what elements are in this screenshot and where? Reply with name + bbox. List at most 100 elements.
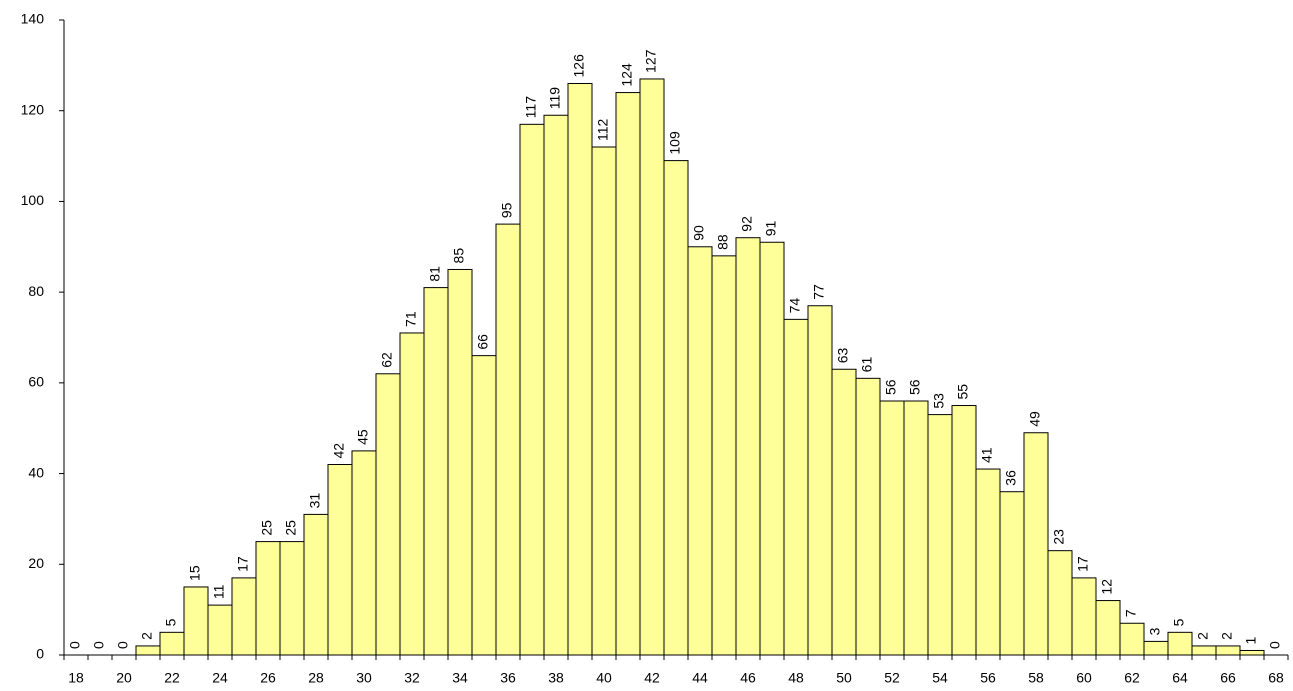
bar [831, 368, 857, 656]
x-tick-label: 64 [1172, 670, 1188, 686]
x-tick-label: 68 [1268, 670, 1284, 686]
value-label: 15 [187, 565, 203, 581]
bar [375, 373, 401, 656]
bar [1095, 600, 1121, 656]
y-tick-label: 80 [28, 283, 44, 299]
x-tick-label: 50 [836, 670, 852, 686]
x-tick-label: 46 [740, 670, 756, 686]
value-label: 36 [1003, 470, 1019, 486]
bar [735, 237, 761, 656]
value-label: 2 [1219, 632, 1235, 640]
bar [399, 332, 425, 656]
value-label: 0 [91, 641, 107, 649]
value-label: 66 [475, 334, 491, 350]
bar [255, 541, 281, 656]
bar [231, 577, 257, 656]
bar [135, 645, 161, 656]
x-tick-label: 56 [980, 670, 996, 686]
bar [855, 377, 881, 656]
value-label: 92 [739, 216, 755, 232]
bar [1239, 649, 1265, 656]
x-tick-label: 58 [1028, 670, 1044, 686]
bar [303, 513, 329, 656]
value-label: 45 [355, 429, 371, 445]
x-tick-label: 22 [164, 670, 180, 686]
value-label: 3 [1147, 627, 1163, 635]
bar [759, 241, 785, 656]
x-tick-label: 32 [404, 670, 420, 686]
bar [903, 400, 929, 656]
x-tick-label: 44 [692, 670, 708, 686]
bar [1143, 640, 1169, 656]
value-label: 41 [979, 447, 995, 463]
value-label: 62 [379, 352, 395, 368]
value-label: 85 [451, 248, 467, 264]
value-label: 17 [235, 556, 251, 572]
bar [1023, 432, 1049, 656]
value-label: 23 [1051, 529, 1067, 545]
value-label: 25 [259, 520, 275, 536]
value-label: 11 [211, 584, 227, 599]
bar [999, 491, 1025, 656]
x-tick-label: 54 [932, 670, 948, 686]
bar [1119, 622, 1145, 656]
x-tick-label: 52 [884, 670, 900, 686]
bar [495, 223, 521, 656]
x-tick-label: 38 [548, 670, 564, 686]
value-label: 2 [1195, 632, 1211, 640]
value-label: 5 [163, 618, 179, 626]
value-label: 5 [1171, 618, 1187, 626]
value-label: 49 [1027, 411, 1043, 427]
value-label: 56 [907, 379, 923, 395]
value-label: 55 [955, 384, 971, 400]
value-label: 31 [307, 493, 323, 509]
bar [1047, 550, 1073, 656]
value-label: 119 [547, 87, 563, 110]
y-tick-label: 100 [21, 192, 45, 208]
x-tick-label: 20 [116, 670, 132, 686]
value-label: 126 [571, 54, 587, 78]
bar [927, 414, 953, 656]
x-tick-label: 26 [260, 670, 276, 686]
value-label: 71 [403, 311, 419, 327]
value-label: 81 [427, 266, 443, 282]
value-label: 127 [643, 49, 659, 73]
value-label: 12 [1099, 579, 1115, 595]
bar [1215, 645, 1241, 656]
bar [951, 405, 977, 656]
x-tick-label: 24 [212, 670, 228, 686]
value-label: 109 [667, 131, 683, 155]
value-label: 61 [859, 357, 875, 373]
bar [1071, 577, 1097, 656]
bar [567, 83, 593, 656]
y-tick-label: 120 [21, 101, 45, 117]
bar [159, 631, 185, 656]
bar [975, 468, 1001, 656]
bar [423, 287, 449, 656]
y-tick-label: 140 [21, 11, 45, 27]
value-label: 25 [283, 520, 299, 536]
x-tick-label: 30 [356, 670, 372, 686]
bar [471, 355, 497, 656]
value-label: 95 [499, 202, 515, 218]
bar [807, 305, 833, 656]
y-tick-label: 20 [28, 555, 44, 571]
bar [183, 586, 209, 656]
x-tick-label: 36 [500, 670, 516, 686]
y-tick-label: 40 [28, 464, 44, 480]
bar [207, 604, 233, 656]
value-label: 63 [835, 347, 851, 363]
value-label: 0 [115, 641, 131, 649]
bar [663, 160, 689, 656]
value-label: 74 [787, 298, 803, 314]
bar [351, 450, 377, 656]
x-tick-label: 62 [1124, 670, 1140, 686]
bar [615, 92, 641, 656]
value-label: 53 [931, 393, 947, 409]
value-label: 112 [595, 118, 611, 141]
value-label: 17 [1075, 556, 1091, 572]
bar [687, 246, 713, 656]
value-label: 90 [691, 225, 707, 241]
bar [1167, 631, 1193, 656]
